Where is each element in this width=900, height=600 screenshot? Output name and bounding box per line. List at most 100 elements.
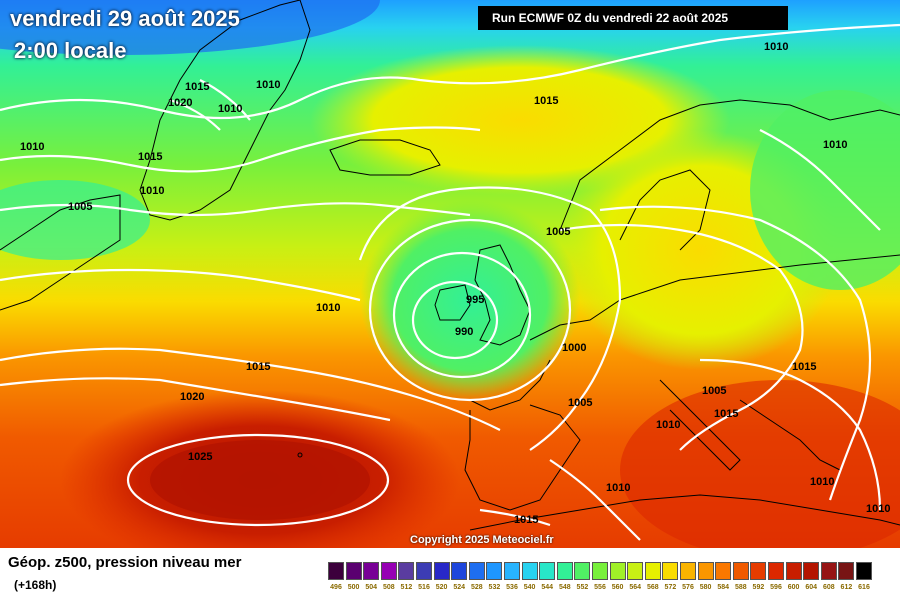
scale-swatch [451,562,468,580]
isobar-label: 1005 [68,201,92,213]
scale-tick-label: 608 [822,584,835,591]
isobar-1005-east [559,223,804,451]
isobar-label: 1010 [810,476,834,488]
isobar-1000 [368,218,572,402]
scale-swatch [732,562,749,580]
scale-swatch [768,562,784,580]
scale-tick-label: 580 [699,584,712,591]
scale-tick-label: 532 [488,584,501,591]
isobar-1020 [0,377,391,422]
run-info-text: Run ECMWF 0Z du vendredi 22 août 2025 [492,11,729,25]
scale-swatch [750,562,767,580]
isobar-1010-south [549,459,641,541]
isobar-label: 1010 [823,139,847,151]
isobar-1010-east [599,205,872,501]
scale-tick-label: 568 [646,584,659,591]
scale-swatch [556,562,573,580]
scale-tick-label: 528 [470,584,483,591]
balkans-coast [739,399,841,471]
scale-swatch [398,562,415,580]
scale-tick-label: 592 [752,584,765,591]
forecast-time: 2:00 locale [14,38,127,63]
isobar-labels: 1015 1020 1010 1010 1010 1015 1010 1005 … [20,41,890,526]
isobar-label: 1010 [256,79,280,91]
scale-swatch [380,562,397,580]
scale-swatch [574,562,591,580]
scale-swatch [820,562,837,580]
scale-tick-label: 548 [558,584,571,591]
isobar-label: 1015 [514,514,538,526]
isobar-label: 1005 [702,385,726,397]
legend-bar: Géop. z500, pression niveau mer (+168h) … [0,548,900,600]
isobar-990 [411,280,499,360]
isobar-label: 1010 [606,482,630,494]
map-svg: 1015 1020 1010 1010 1010 1015 1010 1005 … [0,0,900,570]
scale-swatch [644,562,661,580]
scale-swatch [609,562,626,580]
scale-swatch [838,562,855,580]
isobar-label: 990 [455,326,473,338]
isobar-1010-ne [759,129,881,231]
scale-tick-label: 564 [629,584,642,591]
isobar-1015 [0,347,501,431]
isobar-label: 1010 [140,185,164,197]
isobar-1015-greenland [199,79,251,121]
scale-swatch [521,562,538,580]
scale-swatch [627,562,644,580]
low-ireland [360,200,580,400]
sweden-coast [619,169,711,251]
greenland-coast [139,0,311,221]
scale-swatch [662,562,679,580]
scale-tick-label: 600 [787,584,800,591]
isobar-1010-atlantic [0,268,361,302]
great-britain-coast [474,244,531,346]
scale-tick-label: 616 [858,584,870,591]
scale-swatch [697,562,714,580]
isobar-1025 [126,433,390,527]
anticyclone-center [150,440,370,520]
scale-swatch [328,562,344,580]
isobar-label: 1025 [188,451,212,463]
isobar-label: 1010 [20,141,44,153]
france-coast [469,359,551,411]
isobar-label: 1005 [546,226,570,238]
isobar-label: 1020 [180,391,204,403]
isobar-label: 1010 [656,419,680,431]
scale-swatch [856,562,872,580]
legend-title: Géop. z500, pression niveau mer [8,554,242,571]
scale-tick-label: 496 [330,584,342,591]
isobar-1015-south [479,508,551,527]
forecast-date: vendredi 29 août 2025 [10,6,240,31]
scale-swatch [785,562,802,580]
color-scale: 496 500 504 508 512 516 520 524 528 532 536 540 544 5… [328,562,874,596]
scale-tick-label: 588 [734,584,747,591]
isobar-1005-low [358,186,622,451]
isobar-label: 1015 [246,361,270,373]
isobar-label: 995 [466,294,484,306]
isobar-1015-east [699,358,882,511]
isobar-label: 1010 [866,503,890,515]
scale-tick-label: 552 [576,584,589,591]
canada-coast [0,194,121,311]
isobar-label: 1010 [316,302,340,314]
coastlines [0,0,900,531]
scale-tick-label: 512 [400,584,413,591]
scale-swatch [539,562,556,580]
scale-swatch [680,562,696,580]
scale-tick-label: 536 [506,584,518,591]
scale-tick-label: 544 [541,584,554,591]
isobar-label: 1000 [562,342,586,354]
iceland-coast [329,139,441,176]
isobar-995 [392,251,532,379]
isobar-label: 1015 [534,95,558,107]
scale-tick-label: 572 [664,584,677,591]
scale-tick-label: 596 [770,584,782,591]
scale-swatch [803,562,820,580]
azores-island [297,452,303,458]
iberia-coast [464,404,581,511]
scale-tick-label: 540 [523,584,536,591]
scale-tick-label: 556 [594,584,606,591]
scale-swatch [345,562,362,580]
scale-swatch [468,562,485,580]
scale-swatch [486,562,503,580]
